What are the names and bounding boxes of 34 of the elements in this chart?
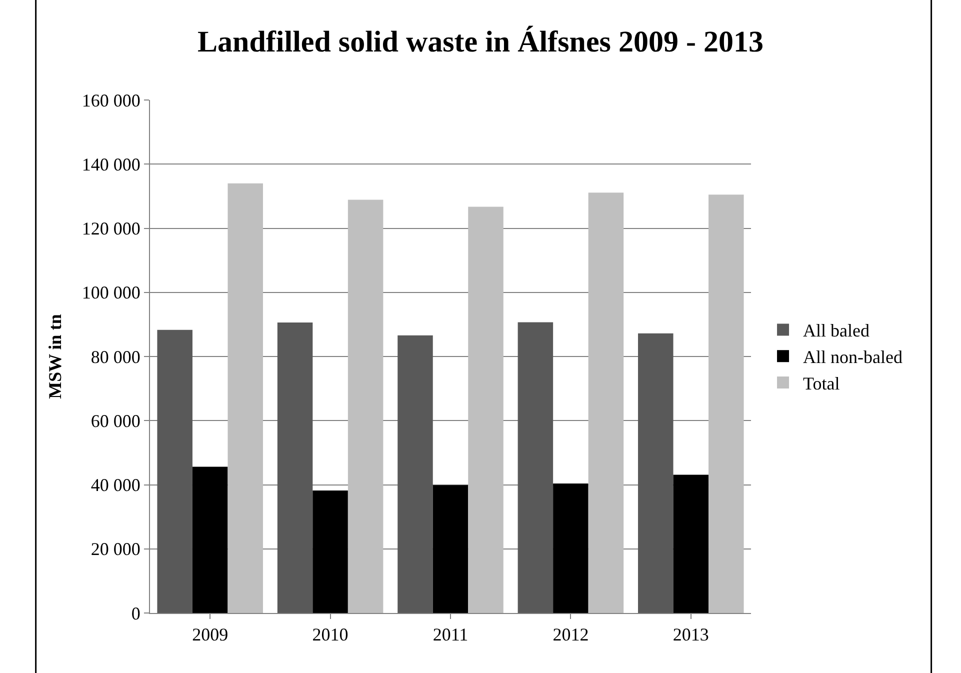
legend-label: All non-baled	[803, 347, 903, 368]
bar	[518, 322, 554, 613]
chart-title: Landfilled solid waste in Álfsnes 2009 - 2013	[198, 25, 764, 58]
bar	[398, 335, 433, 613]
y-tick-label: 140 000	[82, 154, 140, 174]
y-tick-label: 120 000	[82, 218, 140, 239]
bar	[348, 200, 384, 613]
y-tick-label: 20 000	[90, 539, 140, 560]
bar	[638, 333, 674, 613]
bar	[588, 192, 624, 613]
bar	[468, 206, 504, 613]
bar	[192, 466, 228, 613]
x-tick-label: 2013	[672, 624, 709, 645]
bar	[277, 322, 313, 613]
legend-label: All baled	[803, 320, 870, 341]
x-tick-label: 2012	[552, 624, 589, 645]
legend-label: Total	[803, 374, 840, 394]
y-tick-label: 160 000	[82, 90, 140, 110]
y-tick-label: 60 000	[90, 410, 140, 431]
y-tick-label: 100 000	[82, 282, 140, 303]
x-tick-label: 2010	[312, 624, 348, 645]
bar	[312, 490, 348, 613]
bar	[432, 485, 468, 613]
bar	[553, 483, 588, 613]
bar	[708, 194, 744, 613]
y-tick-label: 0	[131, 603, 140, 624]
bar	[673, 474, 709, 613]
x-tick-label: 2011	[432, 624, 468, 645]
y-tick-label: 80 000	[90, 346, 140, 367]
y-tick-label: 40 000	[90, 475, 140, 496]
x-tick-label: 2009	[192, 624, 228, 645]
y-axis-title: MSW in tn	[45, 314, 66, 399]
bar	[228, 183, 263, 613]
bar	[157, 330, 192, 613]
